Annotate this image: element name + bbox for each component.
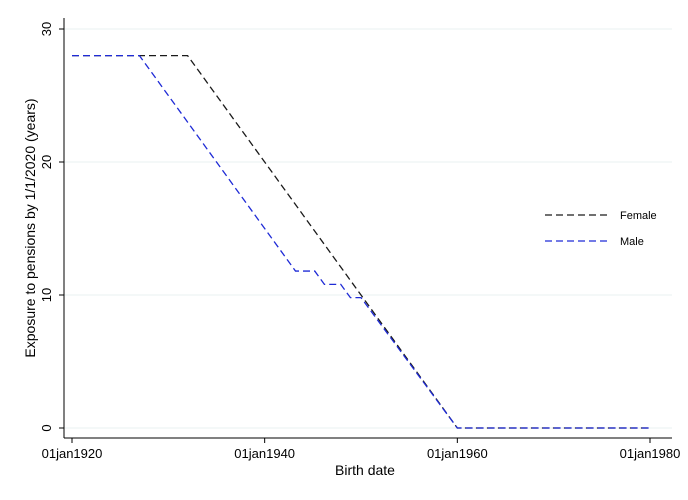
series-line-male [72,54,650,429]
x-tick-label-3: 01jan1980 [620,446,681,461]
y-tick-label-1: 10 [39,288,54,302]
legend-label-male: Male [620,236,644,248]
grid [64,28,672,429]
series-lines [72,54,650,429]
legend-label-female: Female [620,210,657,222]
x-axis-title: Birth date [335,462,395,478]
x-tick-label-0: 01jan1920 [42,446,103,461]
y-tick-label-3: 30 [39,22,54,36]
axes [63,18,672,439]
legend: Female Male [545,210,657,248]
y-tick-label-2: 20 [39,155,54,169]
series-line-female [72,54,650,429]
x-tick-label-2: 01jan1960 [427,446,488,461]
tick-labels: 0 10 20 30 01jan1920 01jan1940 01jan1960 01jan1… [39,22,680,461]
x-tick-label-1: 01jan1940 [234,446,295,461]
y-tick-label-0: 0 [39,424,54,431]
y-axis-title: Exposure to pensions by 1/1/2020 (years) [22,98,38,357]
